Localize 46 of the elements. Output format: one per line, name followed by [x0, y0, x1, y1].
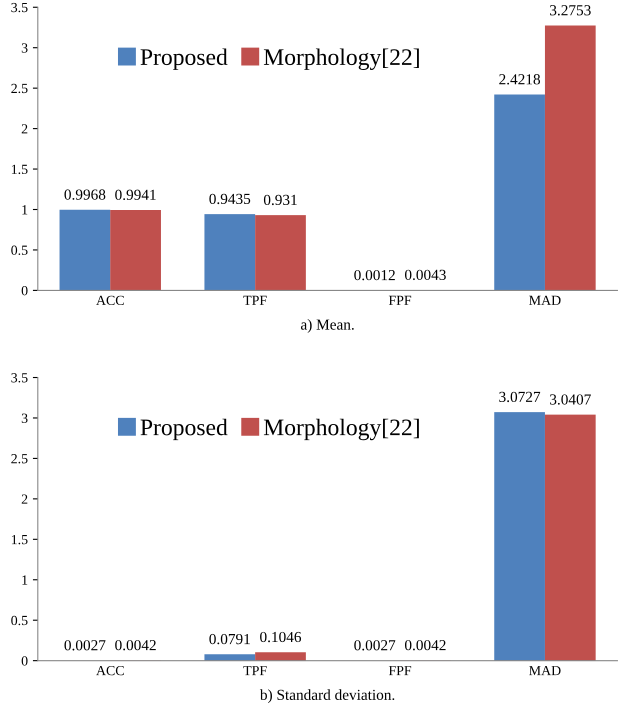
y-tick-label: 3: [22, 43, 28, 53]
data-label: 0.0791: [209, 634, 250, 644]
data-label: 2.4218: [499, 74, 540, 84]
x-axis-title: b) Standard deviation.: [260, 689, 394, 704]
x-tick-label: ACC: [96, 296, 124, 306]
y-tick-label: 1.5: [12, 164, 28, 174]
x-tick-label: MAD: [529, 666, 561, 676]
x-tick-label: FPF: [388, 296, 412, 305]
data-label: 0.931: [264, 194, 297, 206]
y-tick-label: 2: [22, 124, 28, 134]
y-tick-label: 0.5: [11, 616, 28, 626]
legend-label: Morphology[22]: [264, 418, 419, 440]
data-label: 0.0042: [404, 640, 446, 650]
legend-label: Morphology[22]: [264, 48, 419, 70]
data-label: 0.0027: [354, 640, 396, 650]
data-label: 0.1046: [260, 632, 302, 642]
x-tick-label: TPF: [243, 666, 267, 676]
data-label: 0.9941: [115, 190, 156, 200]
data-label: 3.2753: [550, 5, 591, 16]
data-label: 0.0043: [404, 270, 446, 280]
y-tick-label: 0.5: [11, 246, 28, 255]
data-label: 0.9435: [209, 194, 250, 204]
y-tick-label: 2.5: [11, 84, 28, 94]
data-label: 0.0012: [354, 270, 395, 280]
legend-label: Proposed: [140, 48, 228, 70]
y-tick-label: 2.5: [11, 454, 28, 464]
y-tick-label: 3.5: [11, 373, 28, 383]
x-tick-label: ACC: [96, 666, 124, 676]
y-tick-label: 3: [22, 414, 28, 423]
data-label: 0.0042: [115, 640, 156, 650]
x-axis-title: a) Mean.: [300, 318, 354, 333]
data-label: 0.9968: [64, 189, 106, 200]
y-tick-label: 1: [22, 205, 28, 214]
data-label: 3.0407: [550, 394, 591, 405]
data-label: 3.0727: [499, 392, 540, 402]
data-label: 0.0027: [64, 640, 106, 650]
y-tick-label: 2: [22, 494, 28, 504]
y-tick-label: 1: [22, 575, 28, 585]
y-tick-label: 0: [22, 286, 28, 296]
x-tick-label: FPF: [388, 666, 412, 676]
x-tick-label: TPF: [243, 296, 267, 305]
legend-label: Proposed: [140, 418, 228, 440]
y-tick-label: 0: [22, 656, 28, 666]
x-tick-label: MAD: [529, 296, 561, 305]
y-tick-label: 1.5: [12, 534, 28, 544]
y-tick-label: 3.5: [11, 2, 28, 12]
